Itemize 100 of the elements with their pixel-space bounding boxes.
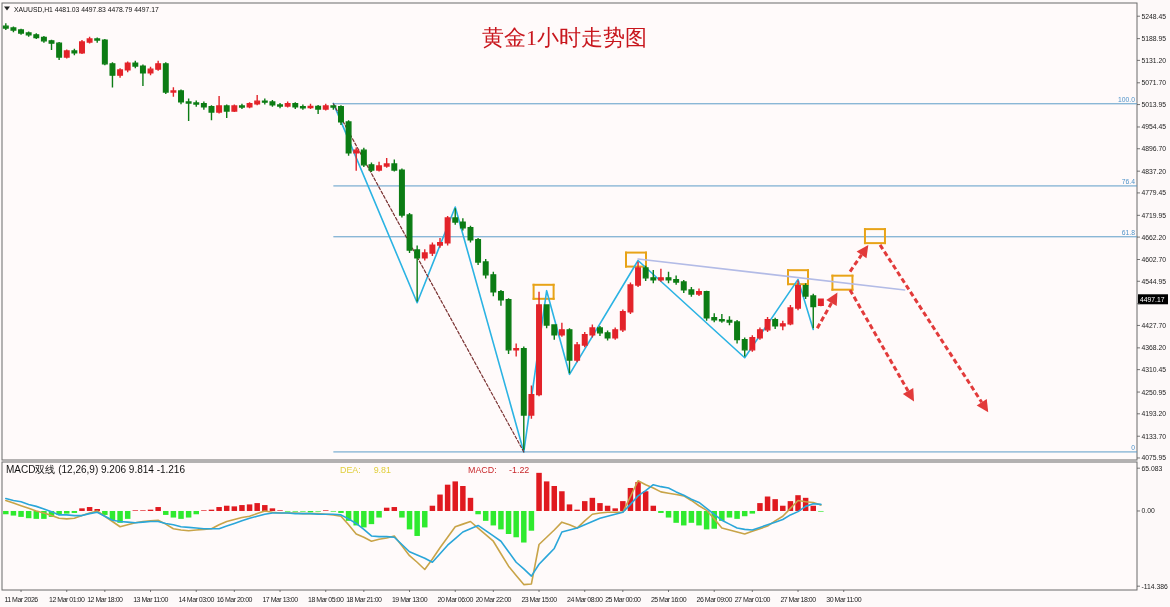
candlestick [497,289,504,307]
bar [482,510,489,521]
candlestick [528,384,535,420]
bar [10,510,17,516]
bar [399,510,405,518]
candlestick [764,316,771,333]
bar [772,499,778,511]
bar [86,507,93,511]
line-series [332,102,815,453]
candlestick [238,103,245,110]
candlestick [734,319,741,345]
candlestick [170,86,177,98]
bar [559,491,565,511]
bar [368,510,375,525]
bar [102,510,108,515]
candlestick [63,48,70,60]
candlestick [79,39,85,55]
bar [269,508,276,511]
bar [79,508,85,511]
bar [543,481,550,511]
bar [551,486,558,511]
bar [681,510,687,526]
bar [444,484,451,511]
candlestick [40,35,47,44]
candlestick [353,146,360,172]
bar [391,507,398,511]
candlestick [756,326,763,341]
candlestick [574,341,581,363]
candlestick [437,237,443,249]
candlestick [132,60,139,70]
bar [612,508,618,511]
bar [452,481,458,511]
candlestick [216,95,223,115]
candlestick [18,28,25,36]
bar [361,510,367,528]
candlestick [223,103,230,119]
candlestick [315,104,322,115]
candlestick [558,322,565,338]
candlestick [376,161,383,173]
candlestick [505,297,512,355]
bar [185,510,192,518]
candlestick [657,268,664,283]
candlestick [696,287,702,297]
candlestick [475,237,482,266]
annotation: DEA: 9.81 [340,465,392,475]
bar [780,505,786,511]
bar [422,510,428,528]
candlestick [345,119,352,157]
bar [665,510,672,518]
candlestick [299,103,306,111]
candlestick [162,61,169,95]
annotation: MACD双线 (12,26,9) 9.206 9.814 -1.216 [6,464,186,475]
candlestick [398,167,405,219]
bar [18,510,24,517]
candlestick [383,157,390,169]
candlestick [124,60,131,73]
candlestick [817,298,824,307]
candlestick [117,67,124,79]
candlestick [795,279,802,311]
bar [3,510,9,515]
candlestick [391,158,398,173]
bar [460,486,466,511]
bar [64,510,70,514]
bar [536,472,542,511]
bar [734,510,740,519]
bar [597,503,603,511]
bar [178,510,184,519]
candlestick [604,329,611,342]
bar [688,510,695,523]
candlestick [178,88,184,105]
bar [566,504,573,511]
bar [414,510,420,536]
bar [498,510,504,530]
bar [246,504,253,511]
bar [239,505,245,511]
annotation: MACD: -1.22 [468,465,530,475]
bar [254,503,260,511]
bar [124,510,131,519]
candlestick [520,345,527,451]
bar [437,494,443,511]
candlestick [536,291,543,397]
bar [513,510,519,538]
bar [262,505,268,511]
bar [673,510,679,523]
bar [170,510,177,518]
bar [757,503,763,511]
candlestick [139,63,146,87]
candlestick [231,103,238,113]
bar [726,510,733,518]
candlestick [444,215,451,247]
candlestick [337,104,344,126]
candlestick [452,207,459,226]
candlestick [71,48,78,56]
candlestick [596,325,603,337]
bar [581,501,588,511]
candlestick [86,36,93,45]
candlestick [56,41,63,61]
text: 黄金1小时走势图 [482,25,647,50]
candlestick [612,326,619,341]
candlestick [513,342,520,358]
